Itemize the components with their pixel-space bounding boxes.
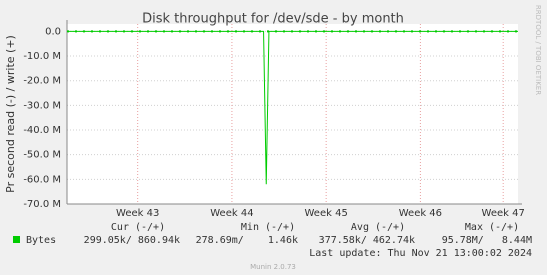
summary-cell: 95.78M/ 8.44M [442, 235, 532, 246]
summary-header: Cur (-/+) [111, 222, 165, 233]
x-tick-label: Week 45 [305, 208, 348, 219]
summary-cell: 299.05k/ 860.94k [84, 235, 180, 246]
x-tick-label: Week 44 [210, 208, 253, 219]
y-tick-label: 0.0 [45, 26, 61, 37]
x-tick-label: Week 47 [482, 208, 525, 219]
summary-cell: 377.58k/ 462.74k [319, 235, 415, 246]
summary-cell: 278.69m/ 1.46k [196, 235, 298, 246]
last-update: Last update: Thu Nov 21 13:00:02 2024 [309, 248, 532, 259]
y-axis-label: Pr second read (-) / write (+) [4, 35, 17, 193]
data-line [67, 30, 518, 185]
x-tick-label: Week 46 [399, 208, 442, 219]
y-tick-label: -10.0 M [23, 51, 61, 62]
y-tick-label: -60.0 M [23, 174, 61, 185]
y-tick-label: -50.0 M [23, 150, 61, 161]
chart-title: Disk throughput for /dev/sde - by month [142, 12, 404, 27]
y-tick-label: -20.0 M [23, 76, 61, 87]
summary-header: Avg (-/+) [351, 222, 405, 233]
footer: Munin 2.0.73 [250, 263, 296, 271]
side-text: RRDTOOL / TOBI OETIKER [534, 5, 542, 95]
summary-header: Min (-/+) [241, 222, 295, 233]
legend-swatch [13, 236, 20, 243]
y-tick-label: -30.0 M [23, 100, 61, 111]
x-tick-label: Week 43 [116, 208, 159, 219]
summary-header: Max (-/+) [465, 222, 519, 233]
y-tick-label: -70.0 M [23, 199, 61, 210]
y-tick-label: -40.0 M [23, 125, 61, 136]
plot-area [67, 24, 518, 204]
legend-label: Bytes [26, 235, 56, 246]
